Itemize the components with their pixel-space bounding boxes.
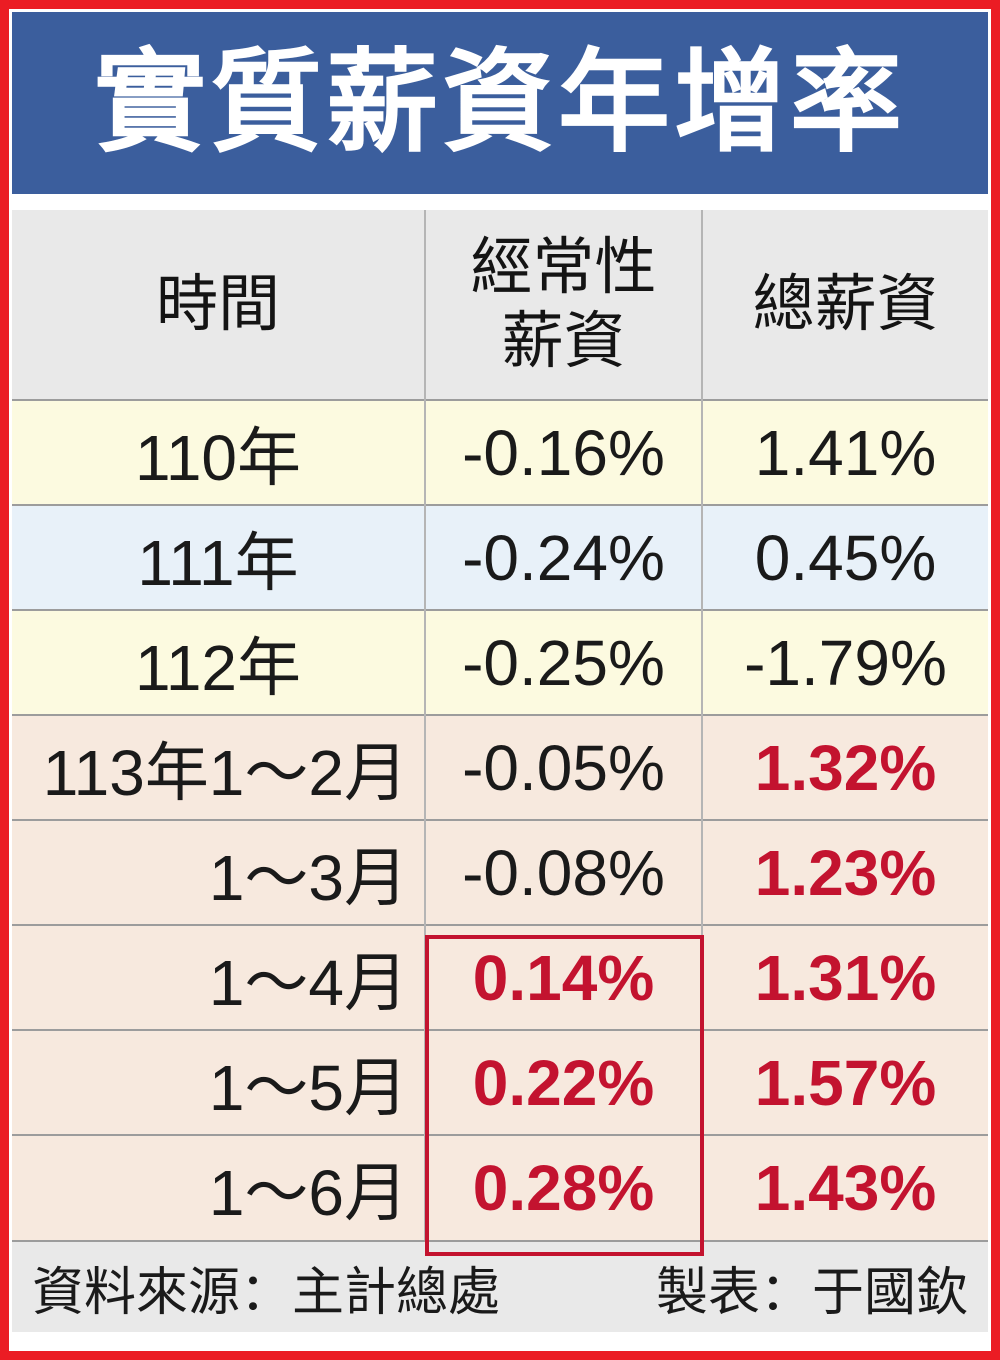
table-row: 1～5月 0.22% 1.57% — [12, 1029, 988, 1135]
header-regular-line2: 薪資 — [501, 306, 626, 376]
header-regular-line1: 經常性 — [470, 233, 657, 303]
cell-time: 1～3月 — [12, 819, 425, 925]
cell-total-salary: 1.31% — [701, 924, 988, 1030]
cell-regular-salary: -0.05% — [424, 714, 702, 820]
table-row: 113年1～2月 -0.05% 1.32% — [12, 714, 988, 820]
table-row: 111年 -0.24% 0.45% — [12, 504, 988, 610]
cell-regular-salary: -0.16% — [424, 399, 702, 505]
cell-time: 1～4月 — [12, 924, 425, 1030]
table-row: 112年 -0.25% -1.79% — [12, 609, 988, 715]
cell-total-salary: 1.57% — [701, 1029, 988, 1135]
header-total-salary: 總薪資 — [701, 210, 988, 400]
cell-regular-salary: 0.22% — [424, 1029, 702, 1135]
cell-total-salary: 1.32% — [701, 714, 988, 820]
cell-regular-salary: 0.14% — [424, 924, 702, 1030]
data-table: 時間 經常性 薪資 總薪資 110年 -0.16% 1.41% 111年 -0.… — [12, 210, 988, 1240]
cell-time: 1～6月 — [12, 1134, 425, 1240]
table-row: 110年 -0.16% 1.41% — [12, 399, 988, 505]
header-regular-salary: 經常性 薪資 — [424, 210, 702, 400]
table-footer: 資料來源：主計總處 製表：于國欽 — [12, 1240, 988, 1332]
cell-time: 110年 — [12, 399, 425, 505]
cell-regular-salary: -0.08% — [424, 819, 702, 925]
credit-label: 製表：于國欽 — [655, 1263, 968, 1322]
cell-total-salary: -1.79% — [701, 609, 988, 715]
cell-total-salary: 1.43% — [701, 1134, 988, 1240]
cell-time: 112年 — [12, 609, 425, 715]
cell-regular-salary: -0.24% — [424, 504, 702, 610]
cell-time: 1～5月 — [12, 1029, 425, 1135]
table-row: 1～6月 0.28% 1.43% — [12, 1134, 988, 1240]
table-row: 1～4月 0.14% 1.31% — [12, 924, 988, 1030]
cell-total-salary: 1.41% — [701, 399, 988, 505]
cell-total-salary: 0.45% — [701, 504, 988, 610]
title-banner: 實質薪資年增率 — [12, 12, 988, 194]
header-time: 時間 — [12, 210, 425, 400]
chart-title: 實質薪資年增率 — [94, 40, 906, 165]
source-label: 資料來源：主計總處 — [32, 1263, 501, 1322]
cell-regular-salary: -0.25% — [424, 609, 702, 715]
cell-time: 113年1～2月 — [12, 714, 425, 820]
cell-total-salary: 1.23% — [701, 819, 988, 925]
cell-regular-salary: 0.28% — [424, 1134, 702, 1240]
header-row: 時間 經常性 薪資 總薪資 — [12, 210, 988, 400]
table-row: 1～3月 -0.08% 1.23% — [12, 819, 988, 925]
cell-time: 111年 — [12, 504, 425, 610]
salary-table: 時間 經常性 薪資 總薪資 110年 -0.16% 1.41% 111年 -0.… — [12, 210, 988, 1332]
